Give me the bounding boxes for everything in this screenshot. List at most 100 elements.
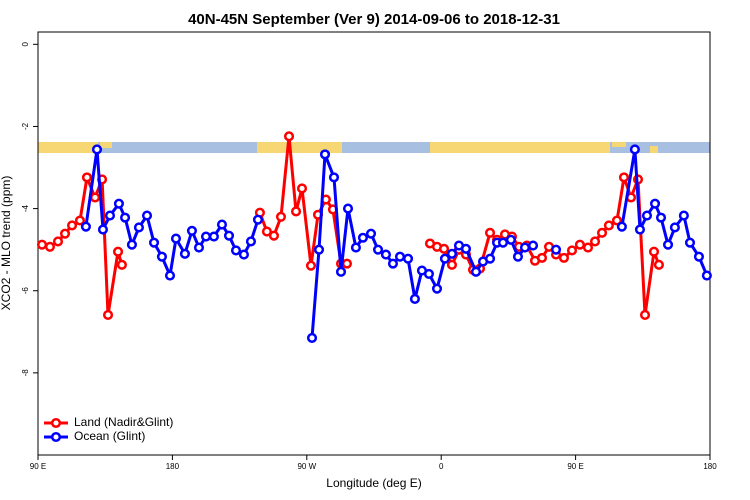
ocean-strip — [38, 142, 710, 153]
point — [387, 258, 399, 269]
point — [341, 258, 353, 269]
point — [350, 242, 361, 253]
point — [156, 251, 167, 262]
point — [208, 231, 219, 242]
point — [701, 270, 712, 281]
point — [59, 228, 71, 239]
point — [290, 206, 302, 217]
y-tick-label: -4 — [21, 204, 30, 212]
point — [409, 293, 420, 304]
point — [527, 240, 539, 251]
legend-label: Land (Nadir&Glint) — [74, 415, 173, 429]
point — [431, 283, 443, 294]
point — [365, 228, 377, 239]
point — [439, 253, 450, 264]
point — [120, 212, 131, 223]
point — [328, 172, 340, 183]
x-tick-label: 0 — [439, 462, 444, 471]
point — [616, 221, 627, 232]
point — [574, 239, 585, 250]
legend-marker — [50, 431, 62, 443]
point — [36, 239, 48, 250]
point — [170, 233, 182, 244]
point — [216, 219, 228, 230]
x-tick-label: 180 — [166, 462, 180, 471]
point — [102, 309, 114, 321]
point — [596, 227, 608, 238]
land-strip — [430, 142, 610, 153]
point — [133, 222, 144, 233]
point — [611, 215, 623, 226]
series-line — [84, 148, 709, 339]
point — [200, 231, 212, 242]
point — [91, 144, 103, 155]
point — [505, 234, 516, 245]
point — [112, 246, 124, 257]
land-strip — [612, 142, 626, 147]
point — [394, 251, 406, 262]
x-tick-label: 180 — [703, 462, 717, 471]
point — [484, 253, 496, 264]
point — [252, 214, 264, 225]
point — [66, 220, 78, 231]
point — [582, 242, 594, 253]
point — [446, 259, 458, 270]
point — [283, 131, 295, 142]
x-tick-label: 90 E — [30, 462, 46, 471]
point — [655, 212, 667, 223]
point — [639, 309, 651, 321]
legend-label: Ocean (Glint) — [74, 429, 145, 443]
point — [649, 198, 661, 209]
point — [268, 230, 279, 241]
point — [113, 198, 124, 209]
point — [357, 232, 368, 243]
point — [141, 210, 153, 221]
y-tick-label: 0 — [21, 42, 30, 47]
point — [653, 259, 664, 270]
point — [126, 239, 137, 250]
point — [603, 220, 614, 231]
point — [296, 183, 308, 194]
x-axis-label: Longitude (deg E) — [326, 476, 421, 490]
y-tick-label: -8 — [21, 369, 30, 377]
point — [97, 224, 109, 235]
point — [558, 252, 570, 263]
point — [550, 244, 562, 255]
y-axis-label: XCO2 - MLO trend (ppm) — [0, 176, 13, 311]
point — [648, 246, 660, 257]
point — [52, 236, 64, 247]
land-strip — [38, 142, 98, 153]
point — [566, 245, 578, 256]
point — [306, 332, 318, 344]
land-strip — [650, 146, 658, 153]
point — [245, 236, 256, 247]
point — [618, 172, 630, 183]
point — [261, 226, 272, 237]
point — [446, 248, 458, 259]
point — [512, 251, 524, 262]
point — [641, 210, 653, 221]
point — [438, 243, 450, 254]
point — [380, 249, 391, 260]
point — [238, 249, 249, 260]
point — [313, 244, 325, 255]
point — [460, 243, 472, 254]
point — [179, 248, 190, 259]
point — [148, 237, 160, 248]
point — [230, 245, 242, 256]
land-strip — [257, 142, 342, 153]
x-tick-label: 90 W — [297, 462, 316, 471]
point — [634, 224, 646, 235]
point — [275, 211, 287, 222]
point — [319, 149, 331, 160]
point — [684, 237, 696, 248]
point — [223, 230, 235, 241]
point — [104, 210, 116, 221]
point — [669, 222, 680, 233]
point — [589, 236, 601, 247]
chart-title: 40N-45N September (Ver 9) 2014-09-06 to … — [188, 11, 560, 28]
point — [342, 203, 354, 214]
point — [519, 242, 531, 253]
point — [402, 253, 414, 264]
